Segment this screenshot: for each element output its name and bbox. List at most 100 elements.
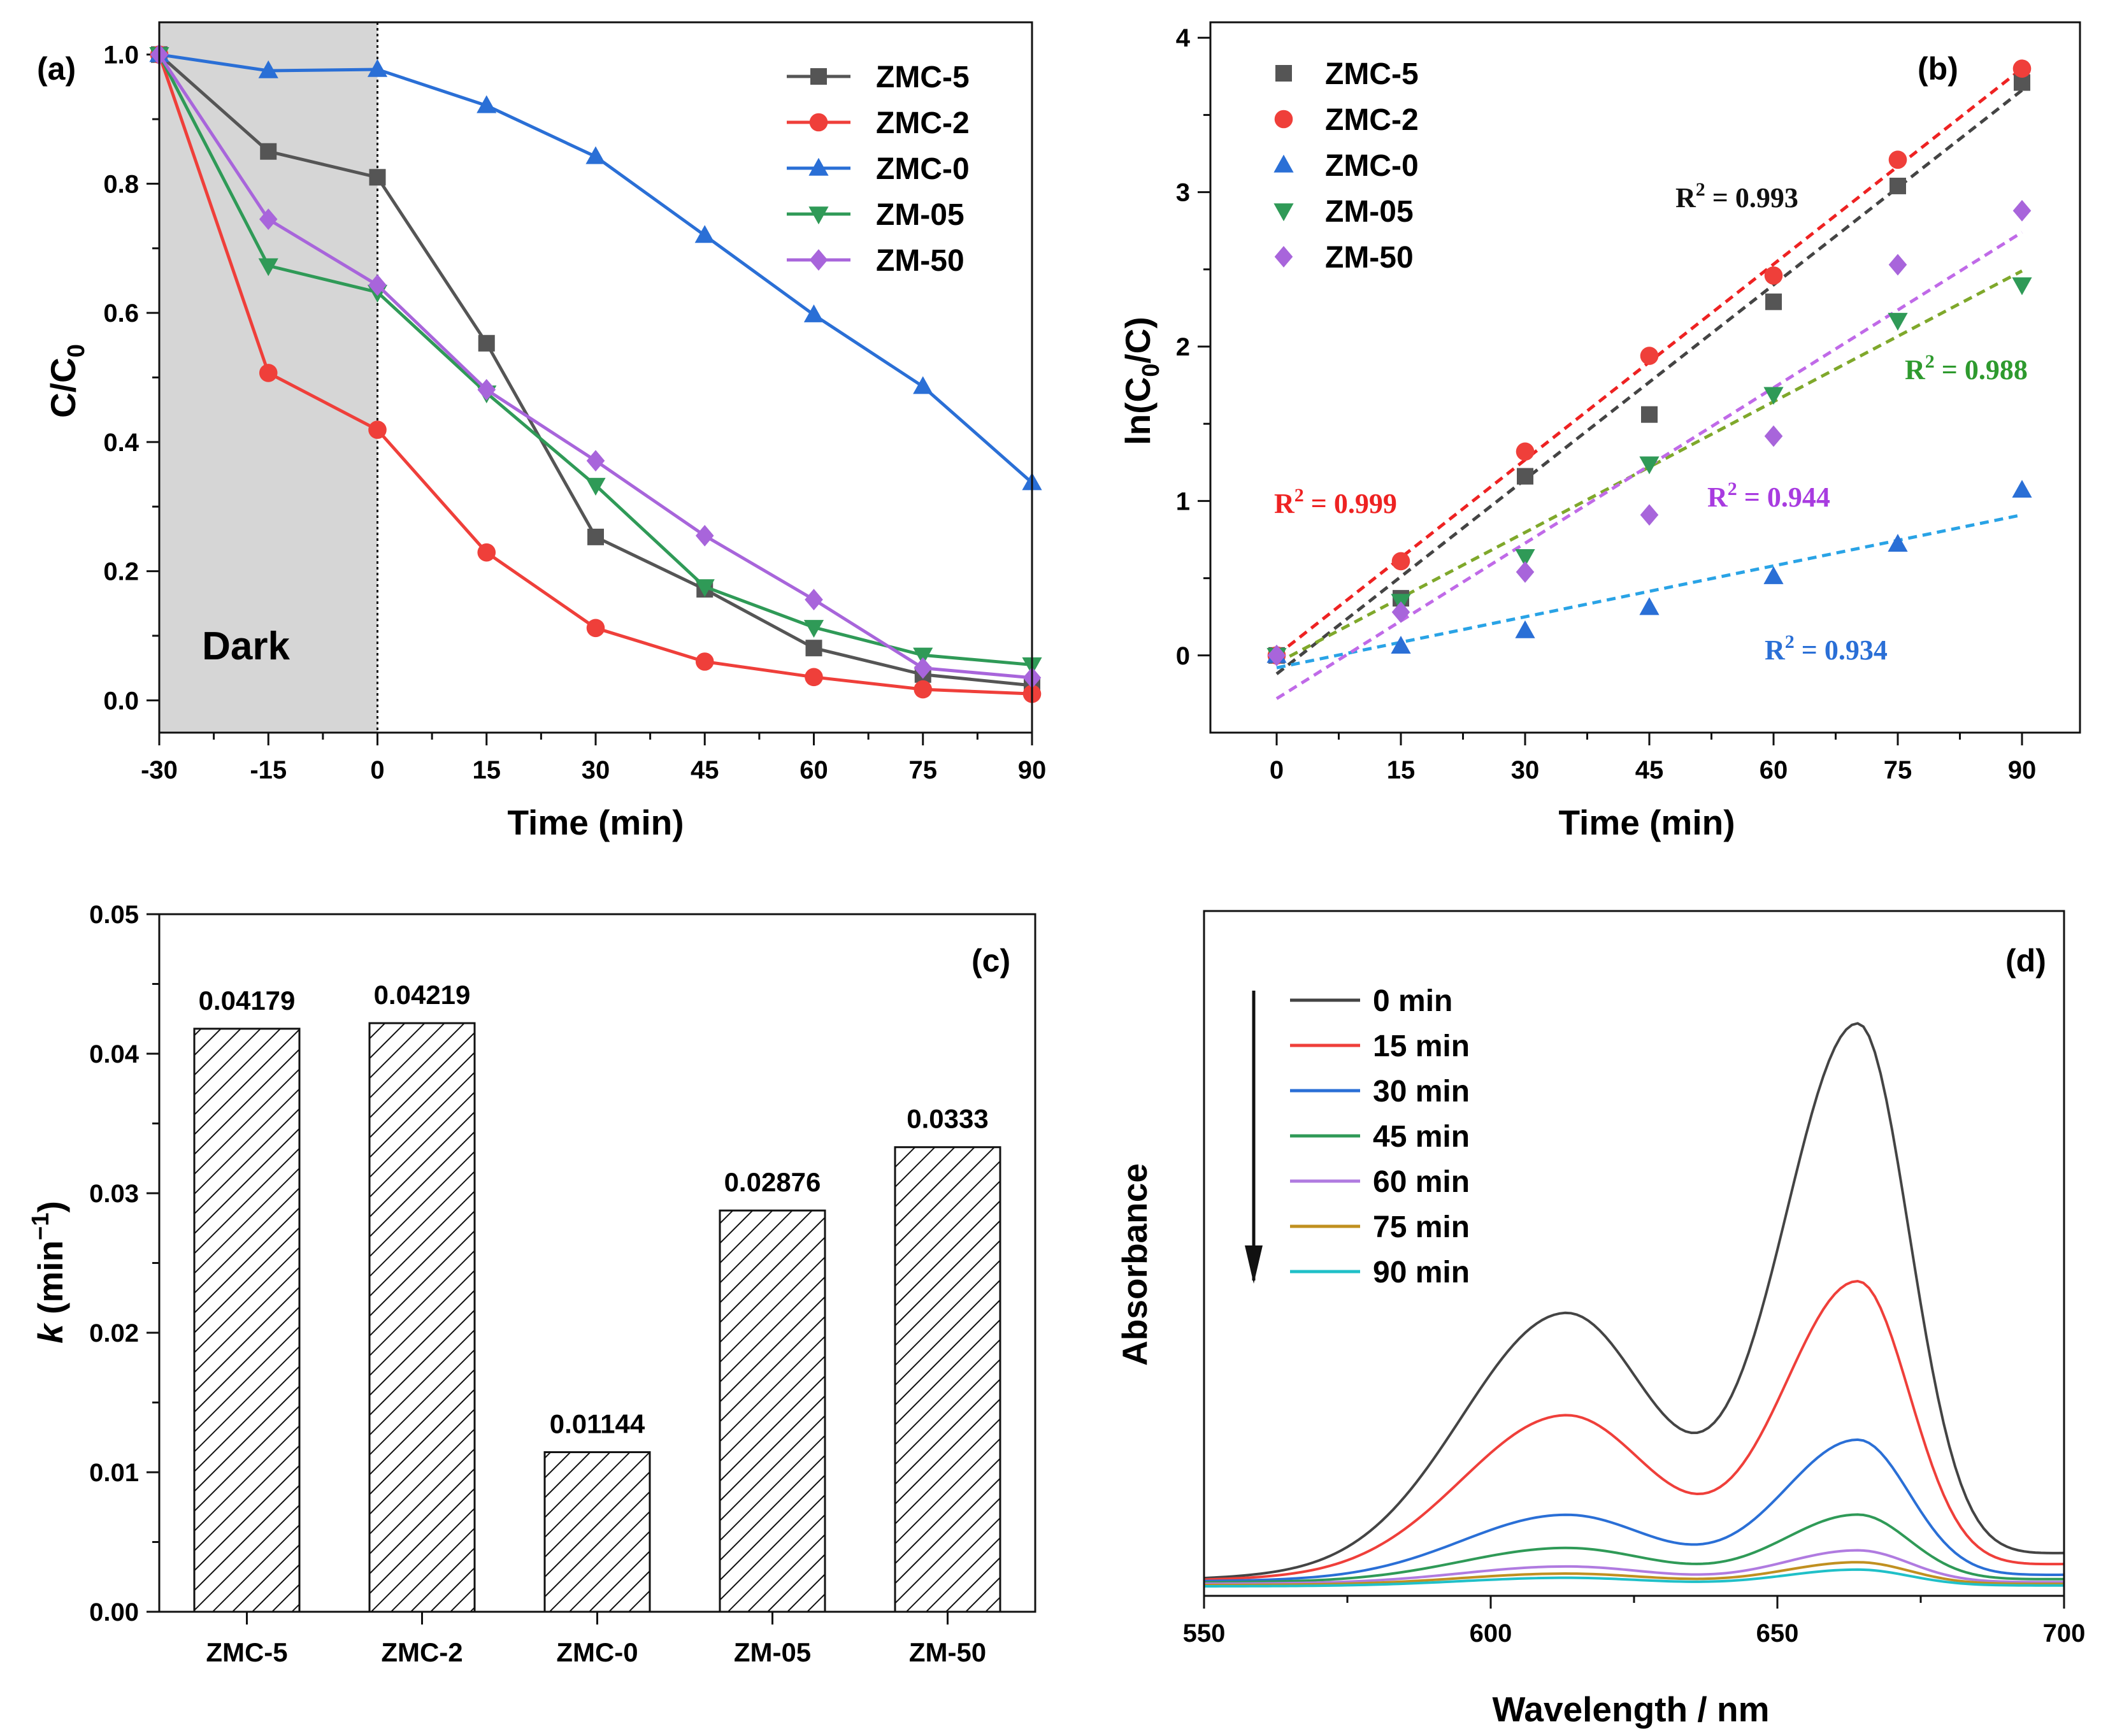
legend-label: ZMC-0 bbox=[1325, 149, 1419, 183]
data-point bbox=[1888, 313, 1908, 331]
data-point bbox=[803, 304, 824, 322]
x-tick-label: 45 bbox=[1635, 756, 1664, 784]
spectrum-line bbox=[1203, 1513, 2065, 1584]
axis-ticks: -30 -15 0 15 30 45 60 75 90 0.0 0.2 0.4 0.6 0.8 1.0 bbox=[103, 41, 1046, 784]
spectrum-line bbox=[1203, 1022, 2065, 1580]
spectrum-line bbox=[1203, 1549, 2065, 1585]
bar bbox=[894, 1146, 1001, 1613]
data-point bbox=[2012, 277, 2032, 296]
data-point bbox=[1889, 177, 1906, 194]
x-axis-label: Time (min) bbox=[1558, 803, 1735, 842]
data-point bbox=[477, 378, 496, 401]
panel-label-d: (d) bbox=[2005, 943, 2046, 979]
data-point bbox=[1764, 266, 1783, 285]
data-point bbox=[1763, 387, 1784, 405]
x-tick-label: ZM-05 bbox=[734, 1637, 811, 1667]
y-tick-label: 0.05 bbox=[89, 901, 139, 929]
data-label: 0.0333 bbox=[907, 1104, 988, 1134]
data-point bbox=[586, 619, 605, 638]
x-tick-label: 30 bbox=[582, 756, 610, 784]
x-tick-label: 45 bbox=[691, 756, 719, 784]
legend-label: ZM-05 bbox=[876, 198, 964, 232]
x-tick-label: 0 bbox=[1270, 756, 1284, 784]
data-label: 0.04179 bbox=[199, 986, 296, 1015]
data-point bbox=[368, 274, 387, 296]
legend-label: ZM-50 bbox=[876, 244, 964, 278]
data-point bbox=[694, 579, 715, 598]
legend-marker bbox=[1274, 246, 1293, 268]
spectra bbox=[1203, 1022, 2065, 1588]
legend-label: 90 min bbox=[1373, 1256, 1470, 1289]
legend-label: 45 min bbox=[1373, 1120, 1470, 1154]
data-point bbox=[1516, 561, 1535, 583]
panel-b: 0 15 30 45 60 75 90 0 1 2 3 4 (b) Time (min) ln(C0/… bbox=[1118, 21, 2081, 842]
y-tick-label: 0.4 bbox=[103, 429, 139, 457]
legend-label: ZMC-2 bbox=[1325, 103, 1419, 137]
arrow-down-icon bbox=[1245, 1245, 1263, 1284]
plot-frame bbox=[158, 21, 1033, 734]
bar bbox=[193, 1028, 301, 1613]
data-point bbox=[1391, 552, 1410, 571]
panel-a: -30 -15 0 15 30 45 60 75 90 0.0 0.2 0.4 0.6 0.8 1.0 Da… bbox=[37, 21, 1046, 842]
bar bbox=[543, 1451, 651, 1613]
legend-marker bbox=[1273, 154, 1294, 173]
axis-ticks: 0.00 0.01 0.02 0.03 0.04 0.05 ZMC-5 ZMC-2 ZMC-0 Z… bbox=[89, 901, 986, 1667]
data-label: 0.02876 bbox=[724, 1167, 821, 1197]
plot-frame bbox=[158, 913, 1036, 1613]
panel-d: 550 600 650 700 (d) Wavelength / nm Absorba… bbox=[1115, 910, 2085, 1729]
data-point bbox=[694, 225, 715, 243]
y-tick-label: 0.00 bbox=[89, 1598, 139, 1626]
legend-marker bbox=[809, 249, 828, 271]
y-tick-label: 1 bbox=[1176, 487, 1190, 515]
data-point bbox=[259, 364, 278, 382]
data-point bbox=[1765, 293, 1782, 310]
legend-marker bbox=[810, 68, 827, 85]
data-point bbox=[805, 589, 823, 611]
r2-label: R2 = 0.999 bbox=[1274, 485, 1397, 519]
panel-label-c: (c) bbox=[972, 943, 1010, 979]
x-axis-label: Wavelength / nm bbox=[1493, 1689, 1770, 1729]
plot-frame bbox=[1203, 910, 2065, 1597]
x-tick-label: 0 bbox=[370, 756, 384, 784]
data-point bbox=[913, 376, 933, 394]
data-point bbox=[369, 169, 386, 186]
y-tick-label: 0.04 bbox=[89, 1040, 140, 1068]
data-point bbox=[1888, 150, 1907, 169]
x-tick-label: 60 bbox=[800, 756, 828, 784]
data-point bbox=[1640, 347, 1659, 365]
data-point bbox=[2012, 59, 2032, 78]
data-point bbox=[805, 640, 822, 657]
panel-label-b: (b) bbox=[1918, 51, 1958, 87]
x-tick-label: -30 bbox=[141, 756, 178, 784]
x-tick-label: 75 bbox=[909, 756, 938, 784]
y-tick-label: 0 bbox=[1176, 642, 1190, 670]
y-axis-label: C/C0 bbox=[43, 344, 90, 418]
axis-ticks: 550 600 650 700 bbox=[1183, 1596, 2085, 1647]
bar bbox=[368, 1022, 476, 1613]
fit-line bbox=[1276, 513, 2023, 670]
data-point bbox=[585, 146, 606, 164]
x-tick-label: 550 bbox=[1183, 1619, 1226, 1647]
legend-label: ZMC-5 bbox=[876, 61, 970, 94]
legend: ZMC-5 ZMC-2 ZMC-0 ZM-05 ZM-50 bbox=[1273, 57, 1419, 275]
dark-label: Dark bbox=[202, 624, 290, 668]
data-point bbox=[1764, 425, 1783, 447]
legend-label: ZMC-0 bbox=[876, 152, 970, 186]
data-point bbox=[1641, 406, 1658, 423]
y-axis-label: ln(C0/C) bbox=[1118, 317, 1165, 445]
legend-marker bbox=[1274, 110, 1293, 129]
x-tick-label: ZMC-0 bbox=[556, 1637, 638, 1667]
legend-label: 30 min bbox=[1373, 1075, 1470, 1108]
r2-label: R2 = 0.993 bbox=[1675, 179, 1798, 213]
legend: ZMC-5 ZMC-2 ZMC-0 ZM-05 ZM-50 bbox=[787, 61, 970, 278]
data-point bbox=[914, 680, 933, 699]
y-axis-label: k (min−1) bbox=[27, 1201, 70, 1344]
bar bbox=[719, 1209, 826, 1613]
r2-label: R2 = 0.988 bbox=[1905, 351, 2028, 385]
legend-marker bbox=[809, 113, 828, 132]
legend-label: 0 min bbox=[1373, 984, 1452, 1018]
plot-frame bbox=[1209, 21, 2081, 734]
data-point bbox=[803, 620, 824, 638]
bars: 0.04179 0.04219 0.01144 0.02876 0.0333 bbox=[193, 980, 1001, 1613]
legend-marker bbox=[808, 206, 829, 225]
